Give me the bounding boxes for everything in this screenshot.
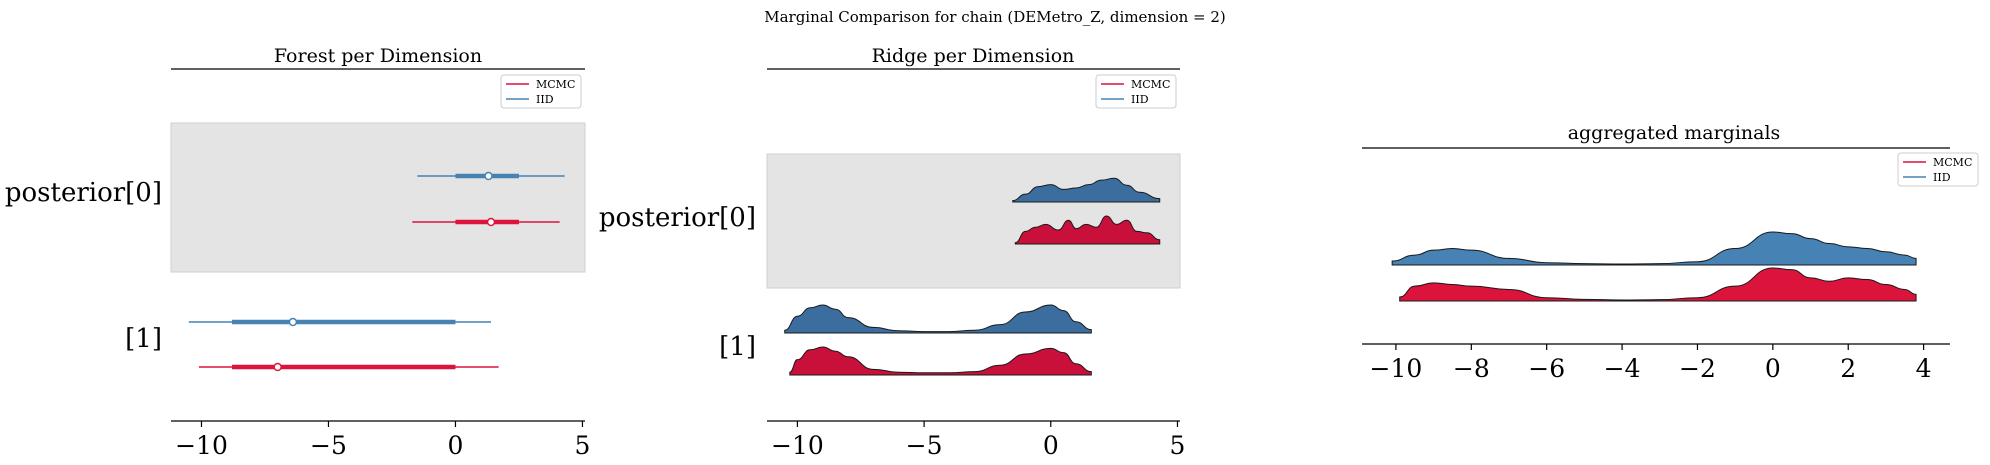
x-tick-label: 5 — [575, 431, 591, 460]
density-ridge-mcmc — [789, 346, 1092, 376]
legend-label-iid: IID — [536, 93, 554, 106]
x-tick-label: −8 — [1453, 354, 1490, 383]
legend-label-mcmc: MCMC — [1933, 156, 1972, 169]
density-ridge-iid — [784, 304, 1092, 334]
density-ridge-iid — [1012, 177, 1161, 203]
center-point-iid — [288, 317, 298, 327]
row-label: [1] — [719, 332, 756, 362]
row-label: [1] — [125, 324, 162, 354]
x-tick-label: 0 — [1043, 431, 1059, 460]
center-point-mcmc — [273, 362, 282, 372]
ridge-panel: Ridge per Dimension −10 −5 0 5 posterior[0] [… — [599, 45, 1186, 460]
x-tick-label: −6 — [1528, 354, 1565, 383]
aggregated-panel: aggregated marginals −10 −8 −6 −4 −2 0 2 4 MCMC I… — [1362, 122, 1979, 383]
aggregated-panel-title: aggregated marginals — [1568, 122, 1781, 144]
x-tick-label: −2 — [1679, 354, 1716, 383]
x-tick-label: 0 — [448, 431, 464, 460]
legend-label-iid: IID — [1933, 171, 1951, 184]
row-shade-band — [170, 122, 586, 273]
figure-suptitle: Marginal Comparison for chain (DEMetro_Z… — [764, 8, 1226, 26]
center-point-mcmc — [486, 217, 496, 227]
x-tick-label: −10 — [175, 431, 228, 460]
center-point-iid — [484, 171, 493, 181]
x-tick-label: −4 — [1604, 354, 1641, 383]
x-tick-label: −10 — [771, 431, 824, 460]
row-label: posterior[0] — [599, 203, 756, 233]
density-ridge-mcmc — [1399, 267, 1917, 302]
x-tick-label: −5 — [310, 431, 347, 460]
x-tick-label: 5 — [1170, 431, 1186, 460]
x-tick-label: −5 — [906, 431, 943, 460]
x-tick-label: 0 — [1765, 354, 1781, 383]
density-ridge-mcmc — [1014, 215, 1161, 245]
row-shade-band — [766, 153, 1181, 289]
x-tick-label: 2 — [1840, 354, 1856, 383]
x-tick-label: 4 — [1916, 354, 1932, 383]
forest-panel: Forest per Dimension −10 −5 0 5 posterior[0]… — [5, 45, 591, 460]
density-ridge-iid — [1391, 231, 1917, 266]
ridge-panel-title: Ridge per Dimension — [872, 45, 1075, 67]
legend-label-mcmc: MCMC — [536, 78, 575, 91]
x-tick-label: −10 — [1370, 354, 1423, 383]
row-label: posterior[0] — [5, 178, 162, 208]
forest-panel-title: Forest per Dimension — [274, 45, 482, 67]
legend-label-iid: IID — [1131, 93, 1149, 106]
legend-label-mcmc: MCMC — [1131, 78, 1170, 91]
